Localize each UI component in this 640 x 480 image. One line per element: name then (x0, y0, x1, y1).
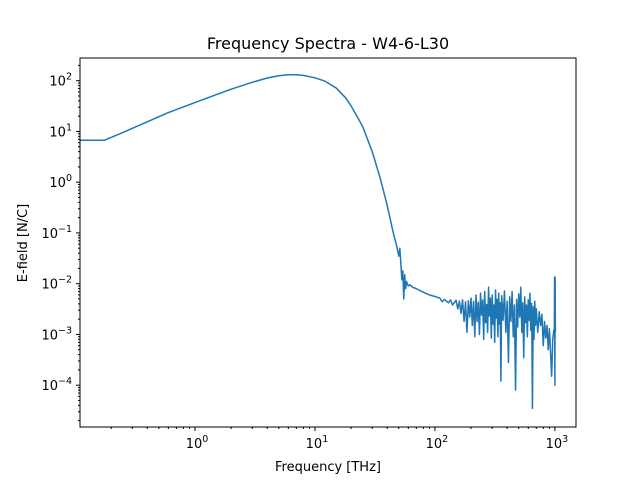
y-axis-label: E-field [N/C] (16, 204, 31, 282)
y-tick-label: 10−4 (41, 376, 72, 394)
x-tick-label: 102 (426, 434, 449, 452)
plot-frame (79, 57, 577, 428)
x-tick-label: 103 (546, 434, 569, 452)
x-axis-label: Frequency [THz] (275, 460, 381, 475)
x-tick-label: 101 (306, 434, 329, 452)
axis-layer: 100 101 102 103 10−4 10−3 10−2 10−1 100 101 102 (41, 57, 577, 452)
y-tick-label: 102 (49, 72, 72, 90)
y-tick-label: 10−3 (41, 325, 72, 343)
y-tick-label: 101 (49, 122, 72, 140)
series-layer (80, 73, 557, 410)
plot-area: 100 101 102 103 10−4 10−3 10−2 10−1 100 101 102 (41, 57, 577, 452)
y-tick-label: 100 (49, 173, 72, 191)
y-tick-label: 10−1 (41, 224, 72, 242)
x-tick-label: 100 (186, 434, 209, 452)
chart-title: Frequency Spectra - W4-6-L30 (207, 34, 449, 53)
y-tick-label: 10−2 (41, 275, 72, 293)
series-line-0 (80, 73, 557, 410)
